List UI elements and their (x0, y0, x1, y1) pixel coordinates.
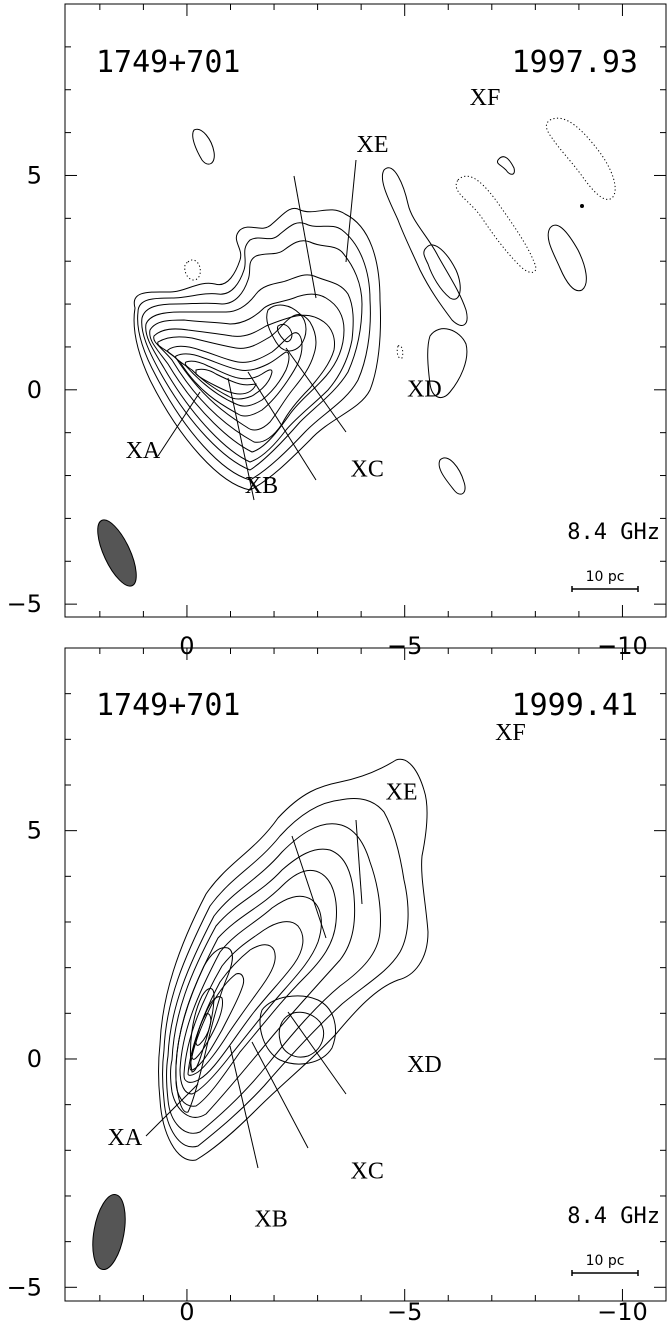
source-name: 1749+701 (96, 45, 241, 80)
component-label-xf: XF (495, 720, 526, 746)
beam-ellipse (92, 1193, 126, 1271)
component-label-xf: XF (470, 85, 501, 111)
y-tick-label: 5 (27, 161, 42, 189)
y-tick-label: 0 (27, 1045, 42, 1073)
component-label-xd: XD (407, 377, 442, 403)
y-tick-label: 0 (27, 376, 42, 404)
contour-group (133, 117, 616, 495)
component-pointers (157, 159, 357, 501)
scale-bar-label: 10 pc (586, 1253, 625, 1269)
frequency-label: 8.4 GHz (567, 520, 660, 545)
source-name: 1749+701 (96, 688, 241, 723)
y-tick-label: −5 (7, 590, 42, 618)
component-label-xa: XA (108, 1125, 143, 1151)
contour-group (158, 758, 429, 1161)
y-tick-label: −5 (7, 1273, 42, 1301)
component-pointers (145, 819, 363, 1169)
scale-bar-label: 10 pc (586, 569, 625, 585)
epoch-label: 1997.93 (512, 45, 638, 80)
component-label-xb: XB (245, 473, 278, 499)
x-tick-label: −10 (597, 1298, 648, 1324)
component-label-xe: XE (357, 132, 389, 158)
x-tick-label: 0 (179, 632, 194, 660)
epoch-label: 1999.41 (512, 688, 638, 723)
component-label-xc: XC (351, 457, 384, 483)
component-label-xe: XE (386, 780, 418, 806)
y-tick-label: 5 (27, 817, 42, 845)
beam-ellipse (97, 519, 137, 587)
plot-frame (64, 3, 667, 618)
x-tick-label: −5 (387, 1298, 422, 1324)
x-tick-label: 0 (179, 1298, 194, 1324)
component-label-xc: XC (351, 1158, 384, 1184)
component-label-xb: XB (254, 1207, 287, 1233)
frequency-label: 8.4 GHz (567, 1204, 660, 1229)
plot-frame (64, 647, 667, 1302)
component-label-xa: XA (126, 438, 161, 464)
panel-1999: 0 −5 −10 5 0 −5 1749+701 1999.41 8.4 GHz 10 pc XA X… (7, 647, 667, 1324)
component-label-xd: XD (407, 1052, 442, 1078)
